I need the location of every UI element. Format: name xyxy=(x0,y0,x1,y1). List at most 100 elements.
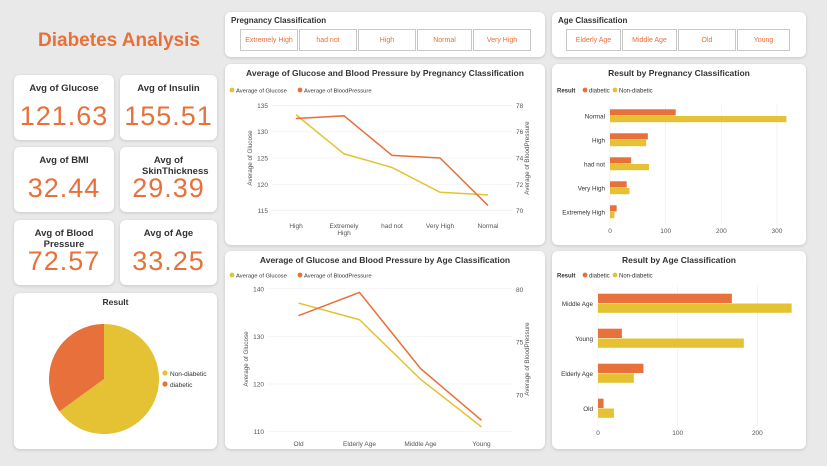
legend-marker xyxy=(229,272,235,278)
legend-label: diabetic xyxy=(589,88,610,94)
bar xyxy=(610,181,627,188)
y-tick-label: 120 xyxy=(253,382,264,389)
line-age-card: Average of Glucose and Blood Pressure by… xyxy=(225,251,545,449)
bar xyxy=(598,293,732,303)
kpi-card-glucose: Avg of Glucose 121.63 xyxy=(14,75,114,140)
y-tick-label: Young xyxy=(575,336,593,343)
legend-label: Average of Glucose xyxy=(236,273,287,279)
legend-marker xyxy=(162,370,168,376)
kpi-card-blood-pressure: Avg of Blood Pressure 72.57 xyxy=(14,220,114,285)
kpi-value: 155.51 xyxy=(124,101,213,131)
slicer-chip[interactable]: High xyxy=(358,29,416,51)
y-tick-label: Old xyxy=(583,406,593,413)
bar xyxy=(598,303,792,313)
slicer-chip[interactable]: had not xyxy=(299,29,357,51)
bar xyxy=(610,212,615,219)
x-tick-label: Elderly Age xyxy=(343,441,376,448)
line-chart-age: Average of Glucose Average of BloodPressu… xyxy=(229,272,531,448)
legend-label: Non-diabetic xyxy=(619,88,653,94)
kpi-card-age: Avg of Age 33.25 xyxy=(120,220,217,285)
y-axis-label: Average of Glucose xyxy=(243,331,250,387)
slicer-chip[interactable]: Young xyxy=(737,29,790,51)
kpi-value: 33.25 xyxy=(132,246,205,276)
y-axis-label: Average of Glucose xyxy=(247,130,254,186)
chart-title: Average of Glucose and Blood Pressure by… xyxy=(246,68,524,78)
line-preg-card: Average of Glucose and Blood Pressure by… xyxy=(225,64,545,245)
y2-tick-label: 78 xyxy=(516,103,524,110)
bar-age-card: Result by Age Classification Result diabe… xyxy=(552,251,806,449)
y-tick-label: 110 xyxy=(254,429,265,436)
bar xyxy=(610,188,630,195)
legend-marker xyxy=(582,87,588,93)
slicer-chip[interactable]: Normal xyxy=(417,29,472,51)
age-slicer: Age Classification Elderly Age Middle Ag… xyxy=(552,12,806,57)
y2-tick-label: 75 xyxy=(516,340,524,347)
bar xyxy=(610,140,647,147)
legend-marker xyxy=(612,87,618,93)
legend-label: diabetic xyxy=(170,382,193,389)
legend-label: Non-diabetic xyxy=(619,273,653,279)
chart-title: Average of Glucose and Blood Pressure by… xyxy=(259,255,511,265)
legend-title: Result xyxy=(557,273,575,279)
x-tick-label: Old xyxy=(293,441,304,448)
legend-label: Average of BloodPressure xyxy=(304,273,372,279)
x-tick-label: Very High xyxy=(426,223,455,230)
x-tick-label: 100 xyxy=(672,430,683,437)
y-tick-label: High xyxy=(592,138,605,145)
legend-label: Average of Glucose xyxy=(236,88,287,94)
y2-tick-label: 70 xyxy=(516,208,524,215)
x-tick-label: had not xyxy=(381,223,403,230)
bar xyxy=(610,164,649,171)
chart-title: Result xyxy=(102,297,129,307)
chart-title: Result by Age Classification xyxy=(622,255,736,265)
bar xyxy=(598,338,744,348)
pie-slice xyxy=(59,324,159,434)
kpi-card-insulin: Avg of Insulin 155.51 xyxy=(120,75,217,140)
page-title: Diabetes Analysis xyxy=(38,30,200,51)
bar xyxy=(610,205,617,212)
legend-marker xyxy=(162,381,168,387)
legend-marker xyxy=(582,272,588,278)
slicer-chip[interactable]: Very High xyxy=(473,29,531,51)
y2-tick-label: 80 xyxy=(516,287,524,294)
x-tick-label: Extremely xyxy=(330,223,360,230)
legend-marker xyxy=(229,87,235,93)
legend-label: Average of BloodPressure xyxy=(304,88,372,94)
y-tick-label: Middle Age xyxy=(562,301,594,308)
series-line xyxy=(295,114,489,196)
x-tick-label: High xyxy=(289,223,303,230)
y-tick-label: Extremely High xyxy=(562,210,605,217)
y-tick-label: Elderly Age xyxy=(561,371,593,378)
slicer-title: Age Classification xyxy=(558,16,628,25)
y2-tick-label: 72 xyxy=(516,182,524,189)
bar xyxy=(610,116,787,123)
y2-tick-label: 74 xyxy=(516,156,524,163)
x-tick-label: 200 xyxy=(716,228,727,235)
bar xyxy=(598,363,644,373)
legend-title: Result xyxy=(557,88,575,94)
y-tick-label: 130 xyxy=(257,129,268,136)
bar-chart-age: Result diabetic Non-diabetic 0 100 200 Middle … xyxy=(557,272,792,437)
slicer-chip[interactable]: Extremely High xyxy=(240,29,298,51)
slicer-title: Pregnancy Classification xyxy=(231,16,327,25)
kpi-value: 29.39 xyxy=(132,173,205,203)
x-tick-label: 300 xyxy=(772,228,783,235)
bar xyxy=(598,328,622,338)
pie-card: Result Non-diabetic diabetic xyxy=(14,293,217,449)
slicer-chip[interactable]: Old xyxy=(678,29,736,51)
bar xyxy=(610,109,676,116)
x-tick-label: 100 xyxy=(660,228,671,235)
line-chart-pregnancy: Average of Glucose Average of BloodPressu… xyxy=(229,87,531,237)
y-tick-label: Very High xyxy=(578,186,606,193)
y-tick-label: 115 xyxy=(258,208,269,215)
slicer-chip[interactable]: Middle Age xyxy=(622,29,677,51)
slicer-chip[interactable]: Elderly Age xyxy=(566,29,621,51)
kpi-card-bmi: Avg of BMI 32.44 xyxy=(14,147,114,212)
y-tick-label: 120 xyxy=(257,182,268,189)
x-tick-label: Young xyxy=(472,441,491,448)
kpi-label: Avg of BMI xyxy=(39,155,89,166)
kpi-value: 32.44 xyxy=(27,173,101,203)
y2-axis-label: Average of BloodPressure xyxy=(524,121,531,195)
y2-axis-label: Average of BloodPressure xyxy=(524,322,531,396)
chart-title: Result by Pregnancy Classification xyxy=(608,68,750,78)
